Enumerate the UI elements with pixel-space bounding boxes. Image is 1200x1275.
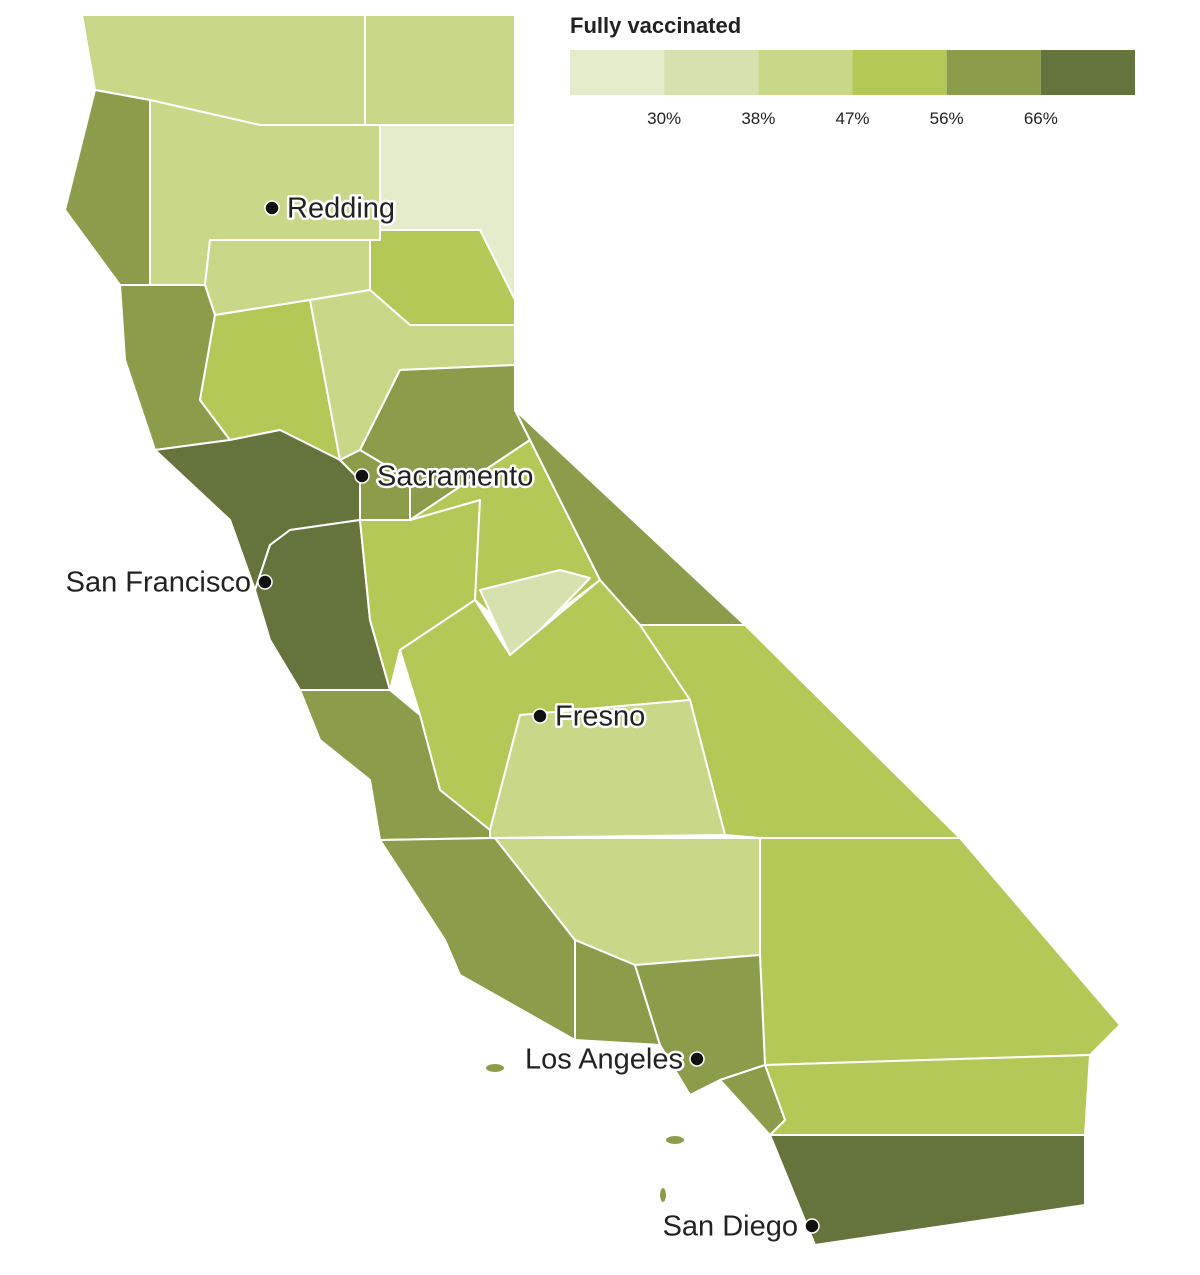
county (299, 689, 491, 841)
legend-title: Fully vaccinated (570, 13, 741, 38)
legend-tick-label: 38% (741, 109, 775, 128)
island (658, 1186, 668, 1204)
city-dot (354, 468, 370, 484)
city-label: Redding (287, 193, 395, 225)
legend: Fully vaccinated 30% 38% 47% 56% 66% (570, 13, 1135, 128)
legend-swatch (852, 50, 947, 95)
county (719, 1064, 786, 1136)
legend-tick-label: 56% (930, 109, 964, 128)
legend-tick-label: 66% (1024, 109, 1058, 128)
county (759, 837, 1121, 1066)
legend-swatch (946, 50, 1041, 95)
city-dot (804, 1218, 820, 1234)
county (364, 14, 516, 126)
county (479, 569, 591, 656)
legend-swatch (570, 50, 665, 95)
county (769, 1134, 1086, 1246)
city-label: San Francisco (66, 567, 251, 599)
city-label: Fresno (555, 701, 645, 733)
legend-swatch (758, 50, 853, 95)
city-dot (257, 574, 273, 590)
legend-tick-label: 30% (647, 109, 681, 128)
city-dot (532, 708, 548, 724)
county (64, 89, 151, 286)
counties (64, 14, 1121, 1246)
county (764, 1054, 1091, 1136)
city-label: Los Angeles (525, 1044, 683, 1076)
city-dot (264, 200, 280, 216)
county (489, 699, 726, 839)
legend-swatch (1040, 50, 1135, 95)
city-dot (689, 1051, 705, 1067)
legend-tick-label: 47% (835, 109, 869, 128)
island (484, 1062, 506, 1074)
island (664, 1134, 686, 1146)
city-label: Sacramento (377, 461, 533, 493)
cities: Redding Sacramento San Francisco Fresno Los … (63, 190, 820, 1245)
city-label: San Diego (663, 1211, 798, 1243)
legend-swatch (664, 50, 759, 95)
